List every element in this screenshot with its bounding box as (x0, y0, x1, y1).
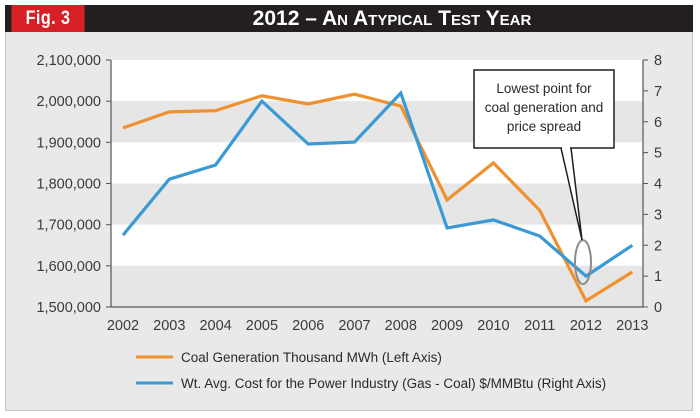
figure-header: Fig. 3 2012 – An Atypical Test Year (5, 5, 693, 32)
grid-band (111, 265, 643, 307)
x-axis-ticks: 2002 2003 2004 2005 2006 2007 2008 2009 2010 2011… (107, 318, 649, 334)
right-tick-label: 8 (654, 53, 662, 69)
x-tick-label: 2013 (616, 318, 648, 334)
callout-ellipse (574, 239, 592, 286)
series-lines (121, 89, 634, 304)
price-spread-line (121, 89, 634, 279)
x-tick-label: 2003 (153, 318, 185, 334)
annotation-callout: Lowest point for coal generation and price… (473, 69, 615, 286)
right-tick-label: 4 (654, 177, 662, 193)
left-tick-label: 1,500,000 (36, 300, 101, 316)
right-tick-label: 3 (654, 207, 662, 223)
x-tick-label: 2002 (107, 318, 139, 334)
right-tick-label: 7 (654, 84, 662, 100)
left-tick-label: 1,700,000 (36, 218, 101, 234)
callout-text-line: coal generation and (485, 100, 604, 115)
right-axis-ticks: 0 1 2 3 4 5 6 7 8 (643, 53, 662, 316)
right-tick-label: 1 (654, 269, 662, 285)
callout-text-line: price spread (507, 119, 581, 134)
x-tick-label: 2012 (570, 318, 602, 334)
x-tick-label: 2005 (246, 318, 278, 334)
x-tick-label: 2011 (524, 318, 555, 334)
grid-bands (111, 60, 643, 307)
right-tick-label: 5 (654, 146, 662, 162)
grid-band (111, 183, 643, 225)
x-tick-label: 2009 (431, 318, 463, 334)
left-axis-ticks: 1,500,000 1,600,000 1,700,000 1,800,000 1,90… (36, 53, 111, 316)
x-tick-label: 2008 (385, 318, 417, 334)
right-tick-label: 0 (654, 300, 662, 316)
callout-text-line: Lowest point for (496, 81, 592, 96)
grid-band (111, 224, 643, 266)
x-tick-label: 2010 (477, 318, 509, 334)
x-tick-label: 2006 (292, 318, 324, 334)
legend-label: Wt. Avg. Cost for the Power Industry (Ga… (181, 376, 606, 391)
legend: Coal Generation Thousand MWh (Left Axis)… (136, 350, 606, 391)
callout-box (473, 69, 615, 149)
right-tick-label: 2 (654, 238, 662, 254)
callout-joint (562, 146, 570, 150)
chart-title: 2012 – An Atypical Test Year (252, 7, 532, 30)
coal-generation-line (122, 92, 634, 304)
x-tick-label: 2007 (338, 318, 370, 334)
legend-label: Coal Generation Thousand MWh (Left Axis) (181, 350, 442, 365)
left-tick-label: 1,900,000 (36, 135, 101, 151)
grid-band (111, 142, 643, 184)
right-tick-label: 6 (654, 115, 662, 131)
left-tick-label: 1,600,000 (36, 259, 101, 275)
left-tick-label: 2,000,000 (36, 94, 101, 110)
x-tick-label: 2004 (199, 318, 231, 334)
figure-number-label: Fig. 3 (11, 5, 85, 32)
left-tick-label: 1,800,000 (36, 177, 101, 193)
left-tick-label: 2,100,000 (36, 53, 101, 69)
